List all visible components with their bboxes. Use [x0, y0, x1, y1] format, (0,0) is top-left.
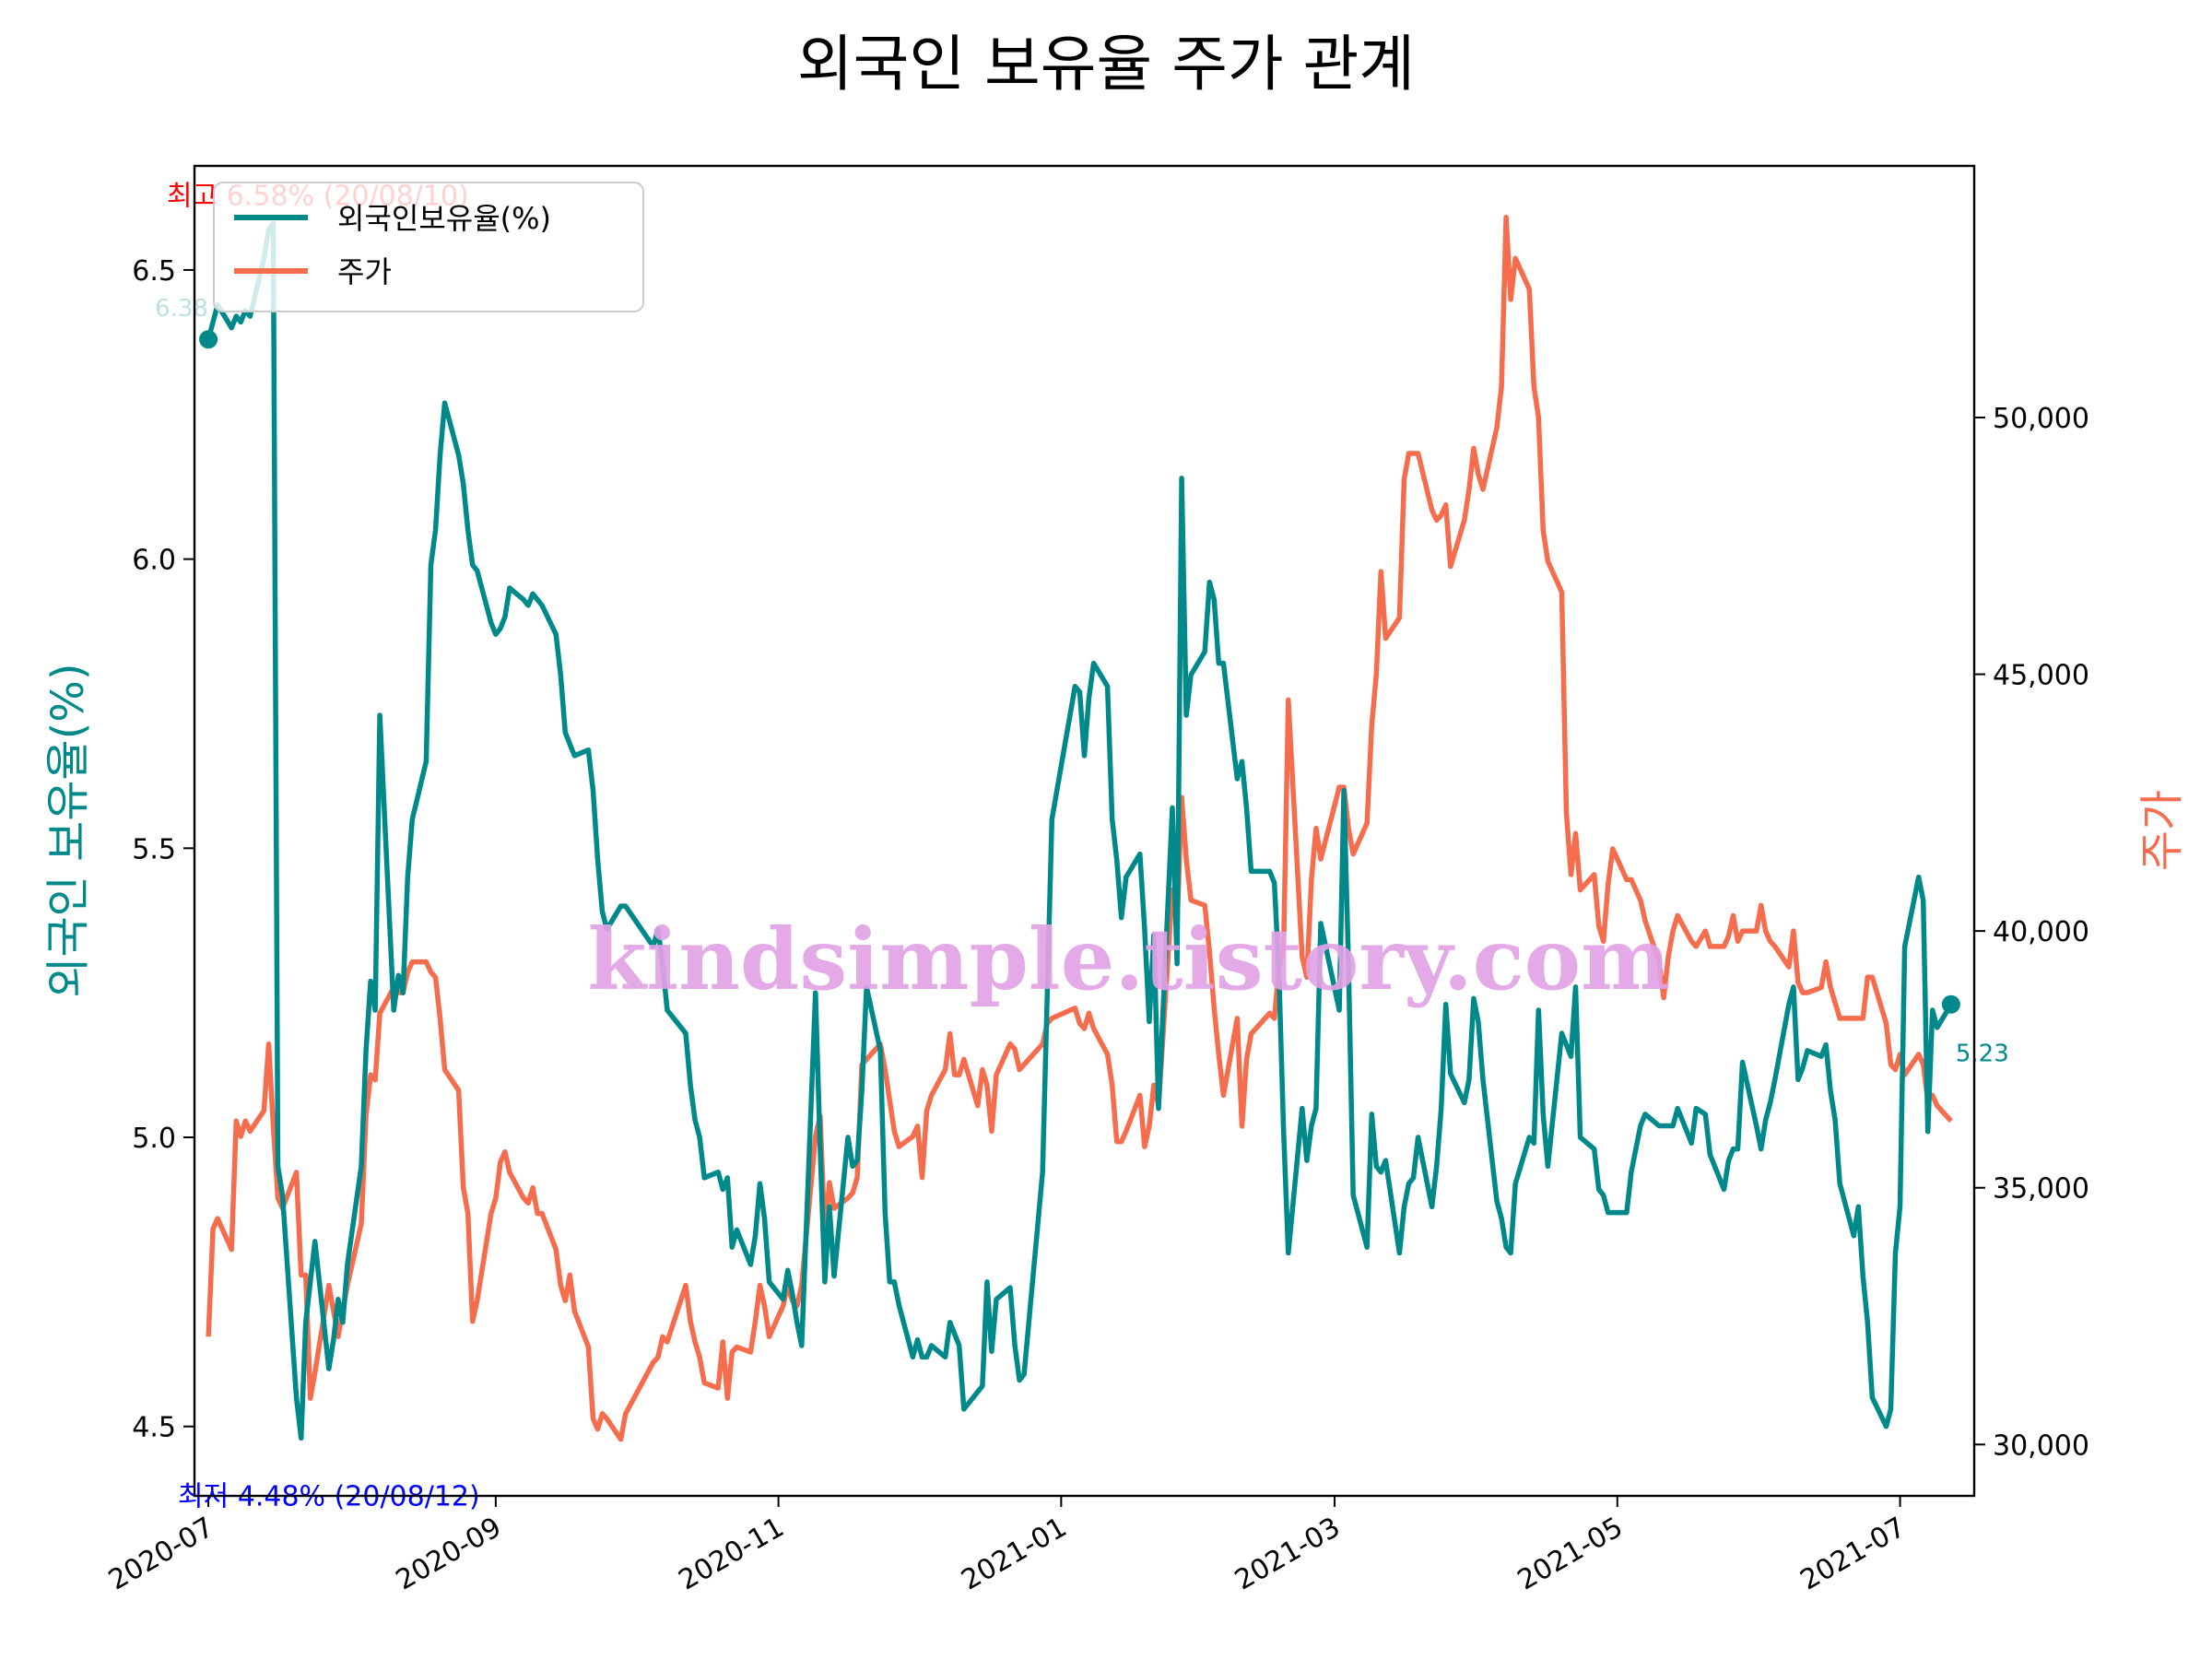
- right-tick-label: 35,000: [1993, 1173, 2089, 1206]
- end-marker: [1941, 994, 1960, 1014]
- left-axis-ticks: 4.5 5.0 5.5 6.0 6.5: [132, 255, 194, 1444]
- series-line-price: [206, 214, 1953, 1442]
- right-tick-label: 40,000: [1993, 916, 2089, 948]
- left-tick-label: 5.0: [132, 1123, 176, 1155]
- start-value-label: 6.38: [155, 295, 208, 323]
- right-tick-label: 30,000: [1993, 1430, 2089, 1462]
- legend: 외국인보유율(%) 주가: [213, 182, 644, 312]
- end-value-label: 5.23: [1956, 1041, 2009, 1068]
- legend-label-foreign: 외국인보유율(%): [337, 201, 551, 236]
- left-tick-label: 4.5: [132, 1412, 176, 1444]
- y-axis-label-left: 외국인 보유율(%): [42, 663, 94, 997]
- right-tick-label: 45,000: [1993, 660, 2089, 692]
- left-tick-label: 6.0: [132, 545, 176, 577]
- plot-frame: [193, 164, 1976, 1498]
- series-line-foreign-ownership: [206, 220, 1954, 1441]
- start-marker: [199, 330, 218, 349]
- y-axis-label-right: 주가: [2136, 790, 2188, 871]
- series-layer: [199, 214, 1960, 1442]
- left-tick-label: 6.5: [132, 255, 176, 288]
- right-tick-label: 50,000: [1993, 403, 2089, 435]
- left-tick-label: 5.5: [132, 833, 176, 865]
- chart-title: 외국인 보유율 주가 관계: [797, 29, 1415, 100]
- legend-label-price: 주가: [337, 254, 392, 289]
- legend-box: [213, 182, 644, 312]
- watermark-text: kindsimple.tistory.com: [587, 910, 1670, 1009]
- right-axis-ticks: 30,000 35,000 40,000 45,000 50,000: [1974, 403, 2089, 1462]
